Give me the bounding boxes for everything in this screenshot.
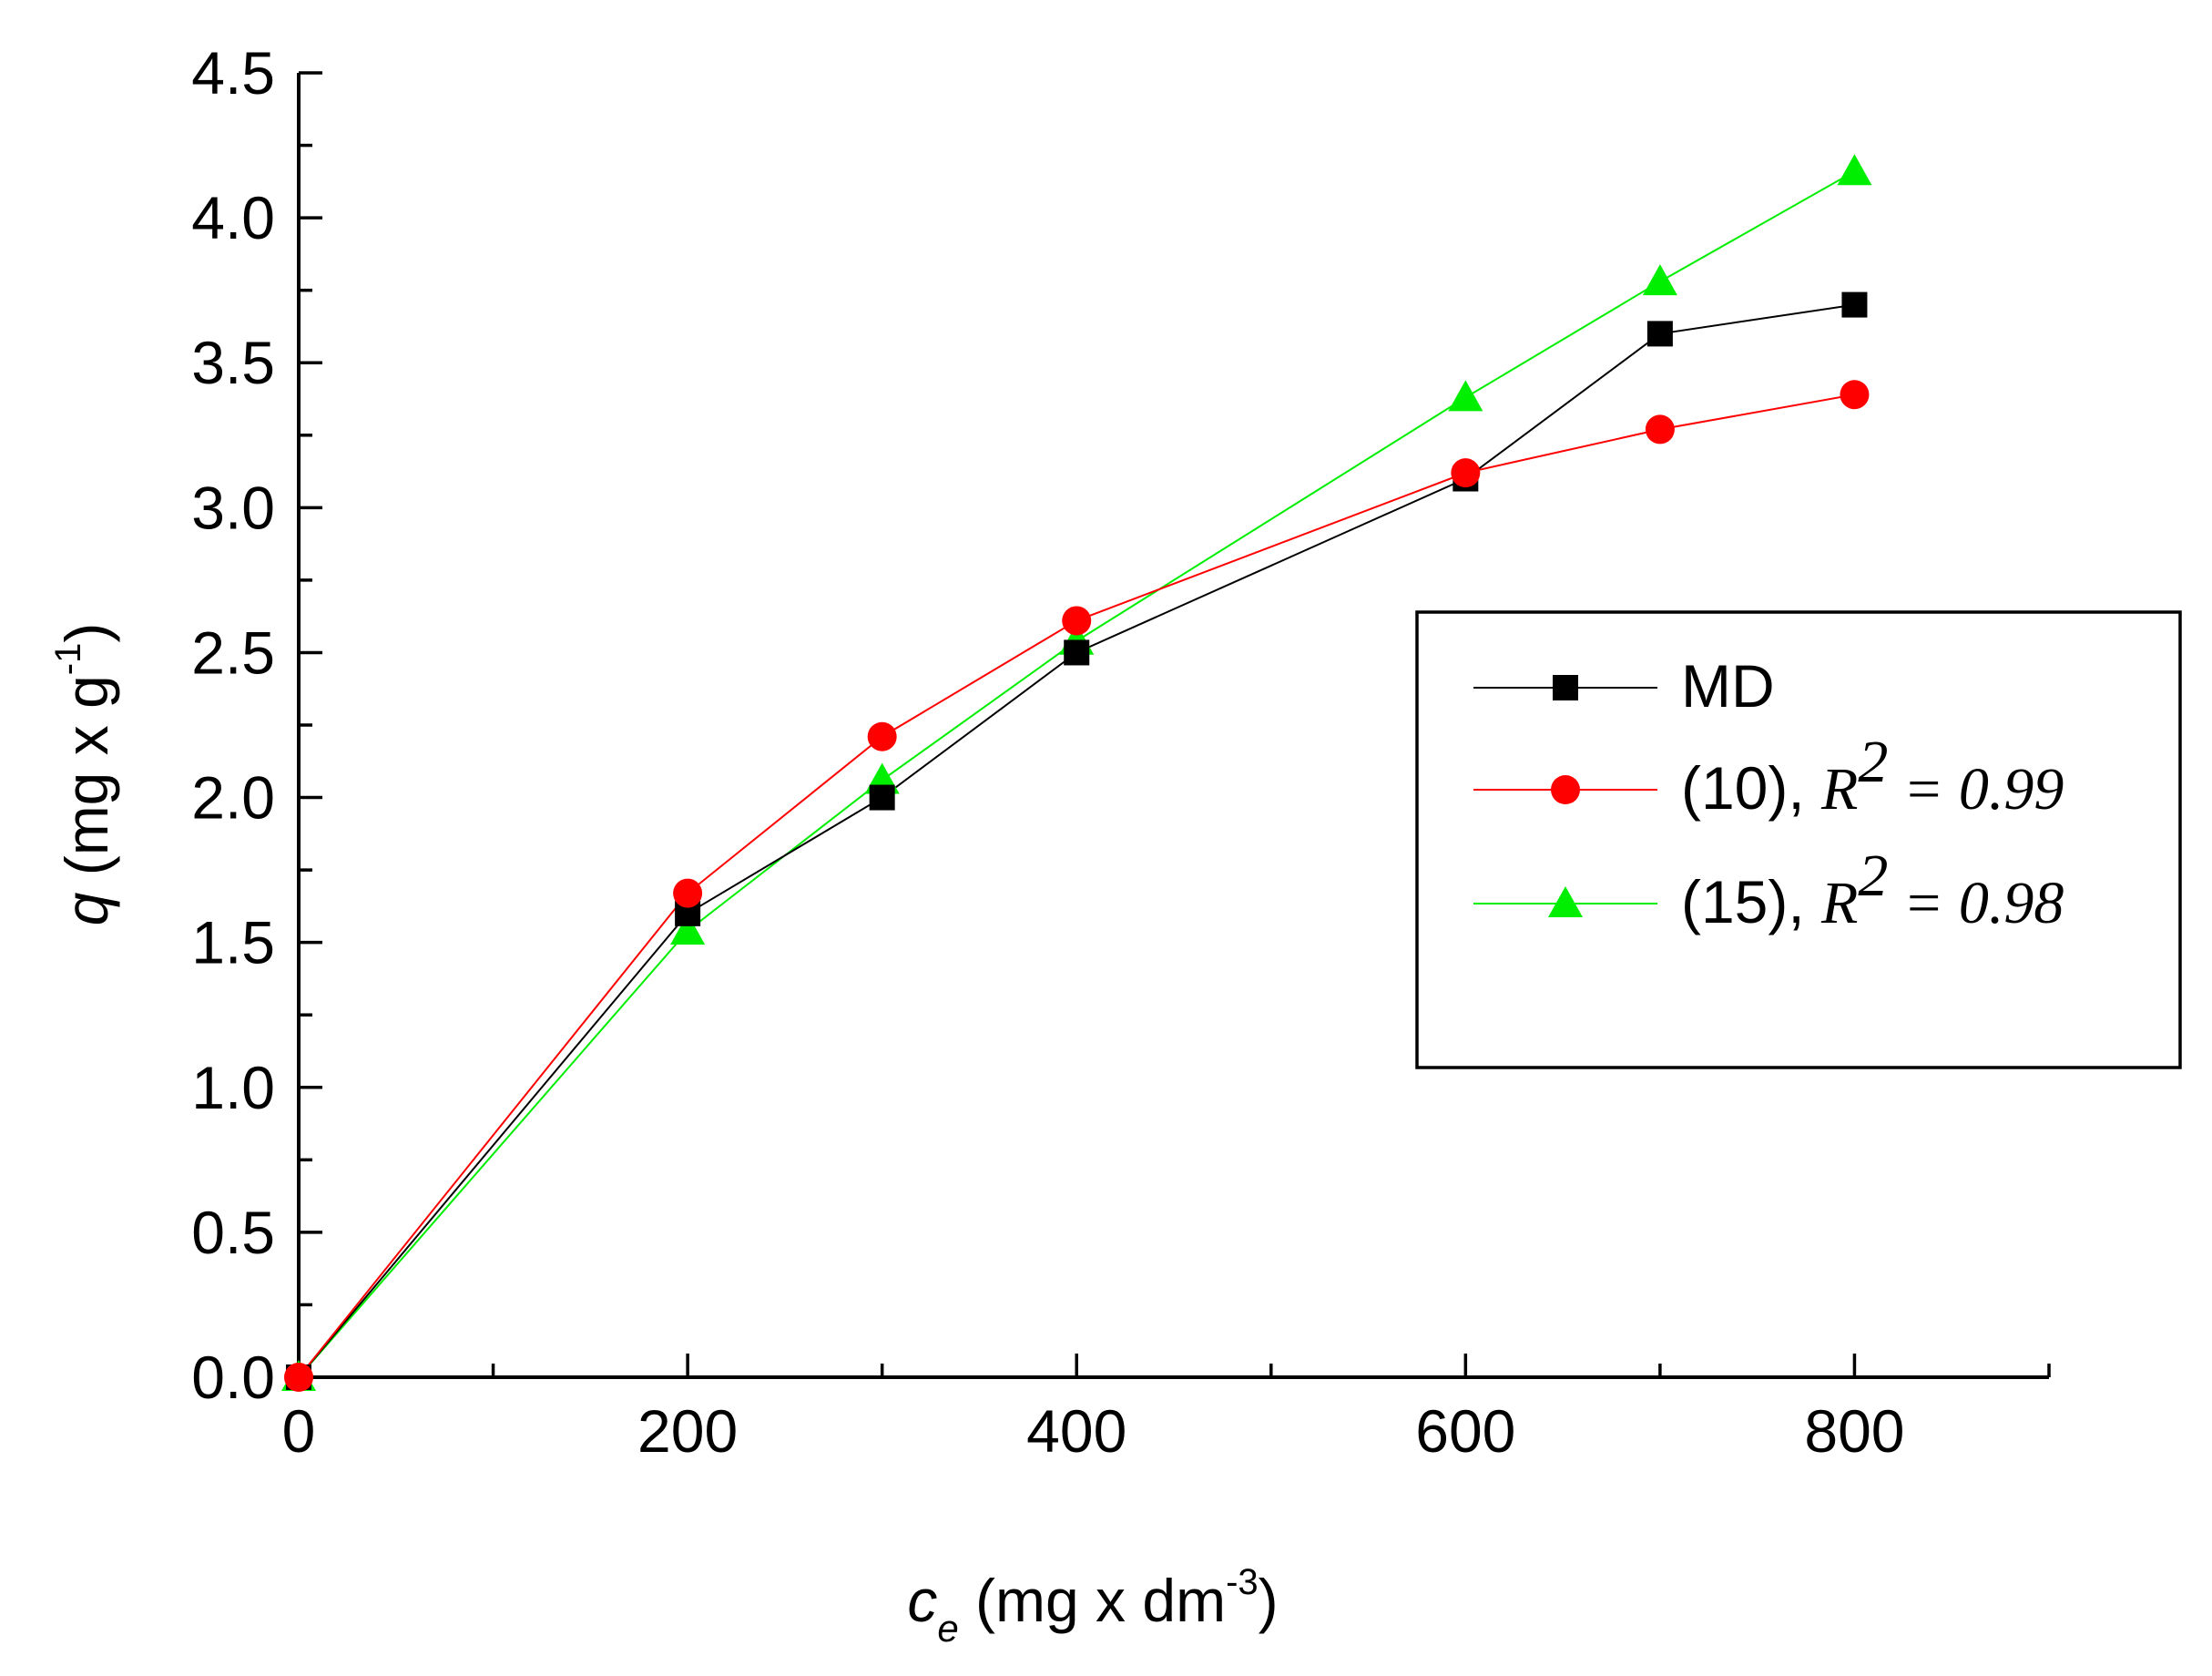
y-tick-label: 1.5 — [191, 909, 275, 976]
x-tick-label: 400 — [1026, 1397, 1126, 1465]
y-tick-label: 3.0 — [191, 474, 275, 541]
y-tick-label: 4.0 — [191, 184, 275, 251]
legend-label-10-value: = 0.99 — [1888, 756, 2064, 823]
y-tick-label: 0.0 — [191, 1344, 275, 1411]
x-tick-label: 800 — [1804, 1397, 1904, 1465]
legend-marker-triangle — [1548, 886, 1583, 917]
data-point-square — [1646, 321, 1673, 347]
legend-label-10-sup: 2 — [1858, 729, 1888, 795]
legend-label-15-sup: 2 — [1858, 843, 1888, 909]
y-axis-label-sup: -1 — [48, 643, 88, 676]
data-point-circle — [284, 1363, 313, 1392]
data-point-square — [1064, 639, 1090, 666]
legend-marker-circle — [1551, 775, 1580, 804]
legend-label-15-value: = 0.98 — [1888, 870, 2064, 936]
y-axis-label-unit: (mg x g — [53, 675, 120, 892]
x-tick-label: 0 — [282, 1397, 316, 1465]
data-point-square — [869, 784, 895, 811]
legend-label-10: (10), R2 = 0.99 — [1681, 729, 2064, 823]
x-tick-label: 600 — [1415, 1397, 1515, 1465]
y-tick-label: 1.0 — [191, 1054, 275, 1121]
y-tick-label: 4.5 — [191, 39, 275, 107]
legend-marker-square — [1553, 675, 1578, 700]
y-tick-label: 2.5 — [191, 618, 275, 686]
data-point-circle — [1840, 380, 1870, 410]
data-point-circle — [673, 878, 703, 908]
x-axis-label-sub: e — [937, 1607, 958, 1650]
y-tick-label: 2.0 — [191, 764, 275, 832]
legend-label-md: MD — [1681, 652, 1775, 720]
legend-box — [1415, 610, 2182, 1069]
x-axis-label-var: c — [907, 1567, 937, 1634]
axes: 0 200 400 600 800 0.0 0.5 1.0 1.5 2.0 2.5 3.0 3.5 4.0… — [191, 39, 2051, 1465]
x-axis-label-sup: -3 — [1226, 1562, 1259, 1602]
data-point-triangle — [1642, 264, 1677, 296]
data-point-circle — [1451, 458, 1481, 488]
legend-label-10-text: (10), — [1681, 754, 1821, 822]
data-point-circle — [1062, 606, 1092, 636]
data-point-square — [1841, 291, 1868, 318]
y-axis-label-close: ) — [53, 623, 120, 643]
legend: MD (10), R2 = 0.99 (15), R2 = 0.98 — [1415, 610, 2182, 1069]
data-point-circle — [867, 721, 897, 751]
legend-label-md-text: MD — [1681, 652, 1775, 720]
series-markers-circle — [284, 380, 1870, 1392]
x-axis-label-close: ) — [1259, 1567, 1279, 1634]
x-axis-label: ce (mg x dm-3) — [907, 1562, 1278, 1650]
y-tick-label: 3.5 — [191, 329, 275, 396]
x-axis-label-unit: (mg x dm — [959, 1567, 1226, 1634]
legend-label-10-r: R — [1820, 756, 1858, 823]
data-point-triangle — [670, 913, 706, 945]
legend-label-15: (15), R2 = 0.98 — [1681, 843, 2064, 936]
series-layer — [281, 154, 1872, 1392]
y-axis-label-var: q — [53, 892, 120, 925]
y-axis-label: q (mg x g-1) — [48, 623, 120, 926]
data-point-triangle — [1448, 380, 1483, 412]
data-point-triangle — [1837, 154, 1872, 186]
data-point-circle — [1645, 414, 1675, 445]
legend-items — [1473, 675, 1657, 917]
legend-label-15-r: R — [1820, 870, 1858, 936]
x-tick-label: 200 — [637, 1397, 738, 1465]
y-tick-label: 0.5 — [191, 1199, 275, 1266]
legend-label-15-text: (15), — [1681, 868, 1821, 935]
